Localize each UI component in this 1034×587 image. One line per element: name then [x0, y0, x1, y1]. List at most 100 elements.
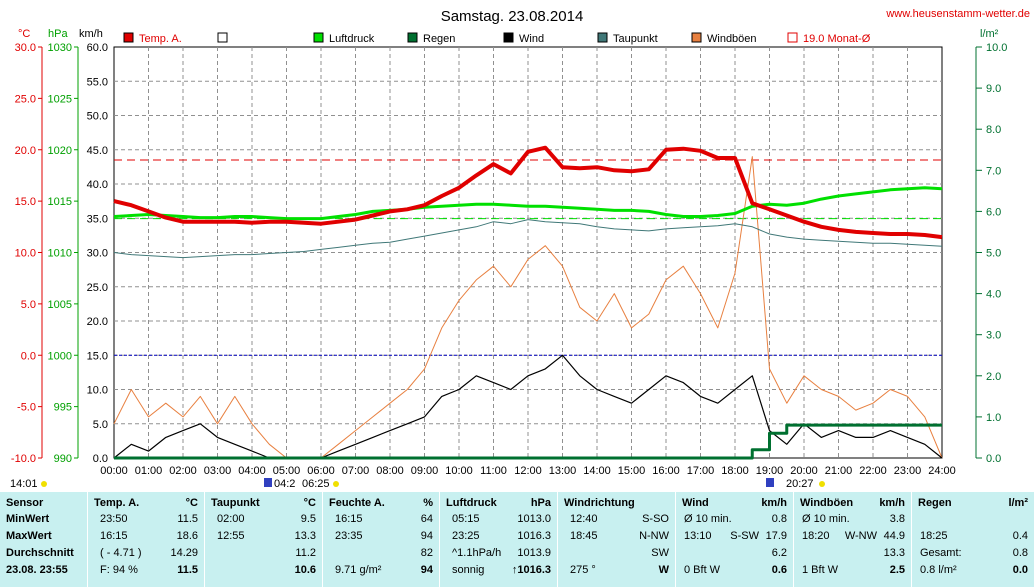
windboeen-cell: W-NW	[844, 530, 877, 542]
rain-tick-label: 0.0	[986, 453, 1001, 465]
windrichtung-cell: Windrichtung	[564, 497, 635, 509]
luftdruck-cell: 23:25	[452, 530, 480, 542]
wind-cell: 0 Bft W	[684, 564, 721, 576]
time-tick-label: 04:00	[238, 465, 266, 477]
time-tick-label: 05:00	[273, 465, 301, 477]
wind-tick-label: 15.0	[87, 350, 108, 362]
time-markers: 14:01 04:2 06:25 20:27	[10, 478, 825, 490]
windboeen-cell: km/h	[879, 497, 905, 509]
rain-tick-label: 10.0	[986, 42, 1007, 54]
time-tick-label: 02:00	[169, 465, 197, 477]
time-tick-label: 17:00	[687, 465, 715, 477]
temp-cell: 11.5	[177, 513, 198, 525]
windboeen-cell: 44.9	[883, 530, 905, 542]
wind-cell: Wind	[682, 497, 709, 509]
col-sensor: Sensor MinWert MaxWert Durchschnitt 23.0…	[0, 492, 88, 587]
wind-tick-label: 55.0	[87, 76, 108, 88]
series-windben	[113, 156, 943, 459]
legend-swatch-6	[691, 32, 702, 43]
regen-cell: 0.0	[1012, 564, 1028, 576]
taupunkt-cell: 9.5	[300, 513, 316, 525]
time-tick-label: 14:00	[583, 465, 611, 477]
wind-cell: 6.2	[771, 547, 787, 559]
rain-tick-label: 1.0	[986, 412, 1001, 424]
feuchte-cell: %	[423, 497, 433, 509]
sunrise-icon	[264, 478, 272, 487]
rain-tick-label: 9.0	[986, 83, 1001, 95]
rain-tick-label: 2.0	[986, 371, 1001, 383]
press-tick-label: 990	[54, 453, 72, 465]
taupunkt-cell: 13.3	[294, 530, 316, 542]
temp-cell: 11.5	[177, 564, 198, 576]
regen-cell: 18:25	[920, 530, 948, 542]
legend-label-2: Luftdruck	[329, 33, 375, 45]
col-regen: Regen l/m² 18:25 0.4 Gesamt: 0.8 0.8 l/m² 0.0	[912, 492, 1034, 587]
windrichtung-cell: N-NW	[639, 530, 669, 542]
wind-cell: 0.6	[771, 564, 787, 576]
feuchte-cell: 23:35	[335, 530, 363, 542]
taupunkt-cell: Taupunkt	[211, 497, 260, 509]
luftdruck-cell: ↑1016.3	[511, 564, 551, 576]
feuchte-cell: 9.71 g/m²	[335, 564, 382, 576]
temp-cell: °C	[185, 497, 198, 509]
time-tick-label: 19:00	[756, 465, 784, 477]
temp-unit-label: °C	[18, 28, 30, 40]
col-wind: Wind km/h Ø 10 min. 0.8 13:10 S-SW 17.9 6.2 0 Bf…	[676, 492, 794, 587]
windboeen-cell: 2.5	[889, 564, 905, 576]
legend-swatch-3	[407, 32, 418, 43]
windrichtung-cell: 18:45	[570, 530, 598, 542]
press-tick-label: 1010	[48, 248, 72, 260]
temp-cell: Temp. A.	[94, 497, 140, 509]
regen-cell: l/m²	[1008, 497, 1028, 509]
temp-tick-label: 10.0	[15, 248, 36, 260]
luftdruck-cell: 1013.0	[517, 513, 551, 525]
wind-tick-label: 50.0	[87, 111, 108, 123]
temp-tick-label: -10.0	[11, 453, 36, 465]
wind-cell: 13:10	[684, 530, 712, 542]
press-tick-label: 1025	[48, 93, 72, 105]
legend-label-7: 19.0 Monat-Ø	[803, 33, 871, 45]
series-taupunkt	[113, 219, 943, 259]
windboeen-cell: 13.3	[883, 547, 905, 559]
wind-tick-label: 25.0	[87, 282, 108, 294]
rain-tick-label: 3.0	[986, 330, 1001, 342]
time-tick-label: 23:00	[894, 465, 922, 477]
press-tick-label: 1015	[48, 196, 72, 208]
legend-label-0: Temp. A.	[139, 33, 182, 45]
site-url[interactable]: www.heusenstamm-wetter.de	[885, 8, 1030, 20]
col-windboeen: Windböen km/h Ø 10 min. 3.8 18:20 W-NW 44.9 13.…	[794, 492, 912, 587]
temp-tick-label: -5.0	[17, 402, 36, 414]
legend-swatch-5	[597, 32, 608, 43]
taupunkt-cell: 12:55	[217, 530, 245, 542]
taupunkt-cell: 10.6	[294, 564, 316, 576]
regen-cell: Gesamt:	[920, 547, 962, 559]
feuchte-cell: 16:15	[335, 513, 363, 525]
chart-plot	[113, 145, 943, 460]
windrichtung-cell: SW	[651, 547, 669, 559]
feuchte-cell: Feuchte A.	[329, 497, 385, 509]
time-tick-label: 11:00	[480, 465, 507, 477]
wind-cell: S-SW	[730, 530, 759, 542]
time-tick-label: 22:00	[859, 465, 887, 477]
wind-tick-label: 30.0	[87, 248, 108, 260]
feuchte-cell: 94	[420, 564, 433, 576]
col-windrichtung: Windrichtung 12:40 S-SO 18:45 N-NW SW 275 ° W	[558, 492, 676, 587]
temp-tick-label: 15.0	[15, 196, 36, 208]
temp-tick-label: 25.0	[15, 93, 36, 105]
temp-tick-label: 20.0	[15, 145, 36, 157]
temp-cell: 16:15	[100, 530, 128, 542]
legend-label-3: Regen	[423, 33, 455, 45]
temp-tick-label: 0.0	[21, 350, 36, 362]
taupunkt-cell: °C	[303, 497, 316, 509]
time-tick-label: 16:00	[652, 465, 680, 477]
col-taupunkt: Taupunkt °C 02:00 9.5 12:55 13.3 11.2 10.6	[205, 492, 323, 587]
windrichtung-cell: W	[658, 564, 669, 576]
time-tick-label: 01:00	[135, 465, 163, 477]
windboeen-cell: 1 Bft W	[802, 564, 839, 576]
time-tick-label: 09:00	[411, 465, 439, 477]
series-regen	[114, 423, 942, 460]
feuchte-cell: 64	[420, 513, 433, 525]
regen-cell: 0.8	[1012, 547, 1028, 559]
rain-tick-label: 7.0	[986, 165, 1001, 177]
chart-axes: 30.0 1030 25.0 1025 20.0 1020 15.0 1015 10.0 1010…	[11, 42, 1008, 477]
